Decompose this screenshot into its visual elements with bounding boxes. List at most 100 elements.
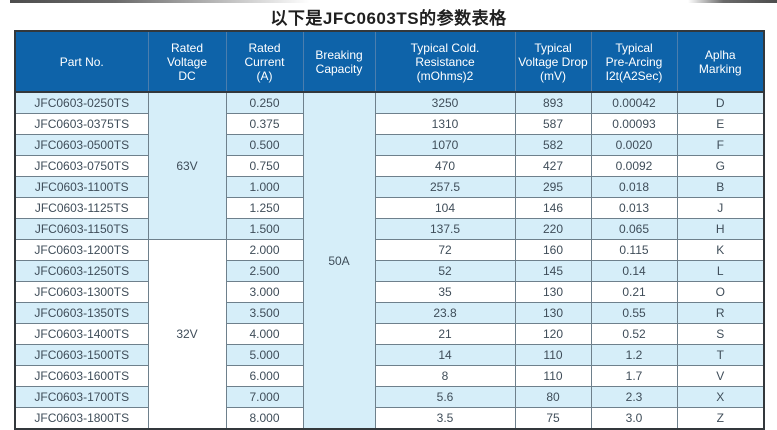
cell-part-no: JFC0603-1400TS (14, 323, 149, 345)
table-row: JFC0603-1350TS 3.500 23.8 130 0.55 R (14, 302, 765, 324)
cell-rated-current: 1.000 (225, 176, 304, 198)
cell-pre-arcing: 0.00093 (590, 113, 678, 135)
table-row: JFC0603-1250TS 2.500 52 145 0.14 L (14, 260, 765, 282)
cell-pre-arcing: 0.14 (590, 260, 678, 282)
column-header-part-no: Part No. (14, 30, 149, 93)
cell-rated-current: 0.500 (225, 134, 304, 156)
cell-pre-arcing: 0.013 (590, 197, 678, 219)
cell-voltage-drop: 80 (514, 386, 592, 408)
cell-voltage-drop: 587 (514, 113, 592, 135)
cell-pre-arcing: 2.3 (590, 386, 678, 408)
cell-rated-current: 5.000 (225, 344, 304, 366)
spec-table: Part No. Rated Voltage DC Rated Current (A) Bre… (14, 30, 765, 430)
cell-rated-current: 2.500 (225, 260, 304, 282)
cell-part-no: JFC0603-1350TS (14, 302, 149, 324)
cell-alpha-marking: G (676, 155, 765, 177)
cell-alpha-marking: D (676, 91, 765, 114)
cell-pre-arcing: 0.0020 (590, 134, 678, 156)
cell-voltage-drop: 120 (514, 323, 592, 345)
cell-rated-current: 0.250 (225, 91, 304, 114)
column-header-voltage-drop: Typical Voltage Drop (mV) (514, 30, 592, 93)
cell-alpha-marking: F (676, 134, 765, 156)
cell-alpha-marking: E (676, 113, 765, 135)
table-row: JFC0603-1125TS 1.250 104 146 0.013 J (14, 197, 765, 219)
cell-part-no: JFC0603-1600TS (14, 365, 149, 387)
cell-voltage-drop: 893 (514, 91, 592, 114)
header-row: Part No. Rated Voltage DC Rated Current (A) Bre… (14, 30, 765, 93)
cell-voltage-drop: 220 (514, 218, 592, 240)
cell-voltage-drop: 295 (514, 176, 592, 198)
cell-alpha-marking: J (676, 197, 765, 219)
cell-alpha-marking: L (676, 260, 765, 282)
table-row: JFC0603-0250TS 63V 0.250 50A 3250 893 0.00042 D (14, 91, 765, 430)
cell-part-no: JFC0603-1700TS (14, 386, 149, 408)
cell-alpha-marking: S (676, 323, 765, 345)
cell-alpha-marking: K (676, 239, 765, 261)
cell-rated-current: 1.250 (225, 197, 304, 219)
table-body: JFC0603-0250TS 63V 0.250 50A 3250 893 0.00042 D… (14, 91, 765, 430)
cell-pre-arcing: 0.55 (590, 302, 678, 324)
cell-cold-resistance: 8 (374, 365, 516, 387)
cell-part-no: JFC0603-1300TS (14, 281, 149, 303)
cell-cold-resistance: 1310 (374, 113, 516, 135)
cell-part-no: JFC0603-0750TS (14, 155, 149, 177)
cell-cold-resistance: 137.5 (374, 218, 516, 240)
table-row: JFC0603-0750TS 0.750 470 427 0.0092 G (14, 155, 765, 177)
cell-voltage-drop: 110 (514, 365, 592, 387)
cell-voltage-drop: 130 (514, 302, 592, 324)
column-header-alpha-marking: Aplha Marking (676, 30, 765, 93)
table-row: JFC0603-1600TS 6.000 8 110 1.7 V (14, 365, 765, 387)
cell-voltage-drop: 427 (514, 155, 592, 177)
column-header-pre-arcing: Typical Pre-Arcing I2t(A2Sec) (590, 30, 678, 93)
cell-voltage-drop: 145 (514, 260, 592, 282)
cell-voltage-drop: 75 (514, 407, 592, 430)
table-row: JFC0603-1500TS 5.000 14 110 1.2 T (14, 344, 765, 366)
cell-cold-resistance: 1070 (374, 134, 516, 156)
cell-rated-current: 3.000 (225, 281, 304, 303)
cell-cold-resistance: 104 (374, 197, 516, 219)
cell-part-no: JFC0603-1500TS (14, 344, 149, 366)
table-row: JFC0603-1300TS 3.000 35 130 0.21 O (14, 281, 765, 303)
cell-pre-arcing: 0.52 (590, 323, 678, 345)
cell-rated-current: 0.750 (225, 155, 304, 177)
cell-pre-arcing: 3.0 (590, 407, 678, 430)
cell-alpha-marking: Z (676, 407, 765, 430)
cell-cold-resistance: 23.8 (374, 302, 516, 324)
cell-voltage-drop: 582 (514, 134, 592, 156)
cell-alpha-marking: V (676, 365, 765, 387)
column-header-breaking-capacity: Breaking Capacity (302, 30, 376, 93)
cell-pre-arcing: 0.115 (590, 239, 678, 261)
cell-cold-resistance: 35 (374, 281, 516, 303)
cell-alpha-marking: R (676, 302, 765, 324)
cell-alpha-marking: T (676, 344, 765, 366)
table-row: JFC0603-0375TS 0.375 1310 587 0.00093 E (14, 113, 765, 135)
cell-rated-current: 0.375 (225, 113, 304, 135)
top-edge-artifact-left (10, 0, 310, 3)
cell-voltage-drop: 146 (514, 197, 592, 219)
table-row: JFC0603-1800TS 8.000 3.5 75 3.0 Z (14, 407, 765, 430)
cell-part-no: JFC0603-1125TS (14, 197, 149, 219)
table-row: JFC0603-1700TS 7.000 5.6 80 2.3 X (14, 386, 765, 408)
cell-rated-current: 1.500 (225, 218, 304, 240)
cell-rated-current: 8.000 (225, 407, 304, 430)
cell-cold-resistance: 72 (374, 239, 516, 261)
cell-cold-resistance: 3250 (374, 91, 516, 114)
cell-pre-arcing: 0.065 (590, 218, 678, 240)
table-row: JFC0603-1100TS 1.000 257.5 295 0.018 B (14, 176, 765, 198)
cell-cold-resistance: 14 (374, 344, 516, 366)
cell-pre-arcing: 1.2 (590, 344, 678, 366)
cell-part-no: JFC0603-1100TS (14, 176, 149, 198)
table-row: JFC0603-1150TS 1.500 137.5 220 0.065 H (14, 218, 765, 240)
cell-rated-current: 3.500 (225, 302, 304, 324)
cell-rated-current: 6.000 (225, 365, 304, 387)
cell-part-no: JFC0603-0500TS (14, 134, 149, 156)
cell-part-no: JFC0603-0250TS (14, 91, 149, 114)
page-title: 以下是JFC0603TS的参数表格 (270, 9, 507, 28)
cell-rated-current: 7.000 (225, 386, 304, 408)
cell-pre-arcing: 0.0092 (590, 155, 678, 177)
table-row: JFC0603-1200TS 32V 2.000 72 160 0.115 K (14, 239, 765, 430)
column-header-cold-resistance: Typical Cold. Resistance (mOhms)2 (374, 30, 516, 93)
cell-rated-current: 2.000 (225, 239, 304, 261)
cell-voltage-drop: 130 (514, 281, 592, 303)
